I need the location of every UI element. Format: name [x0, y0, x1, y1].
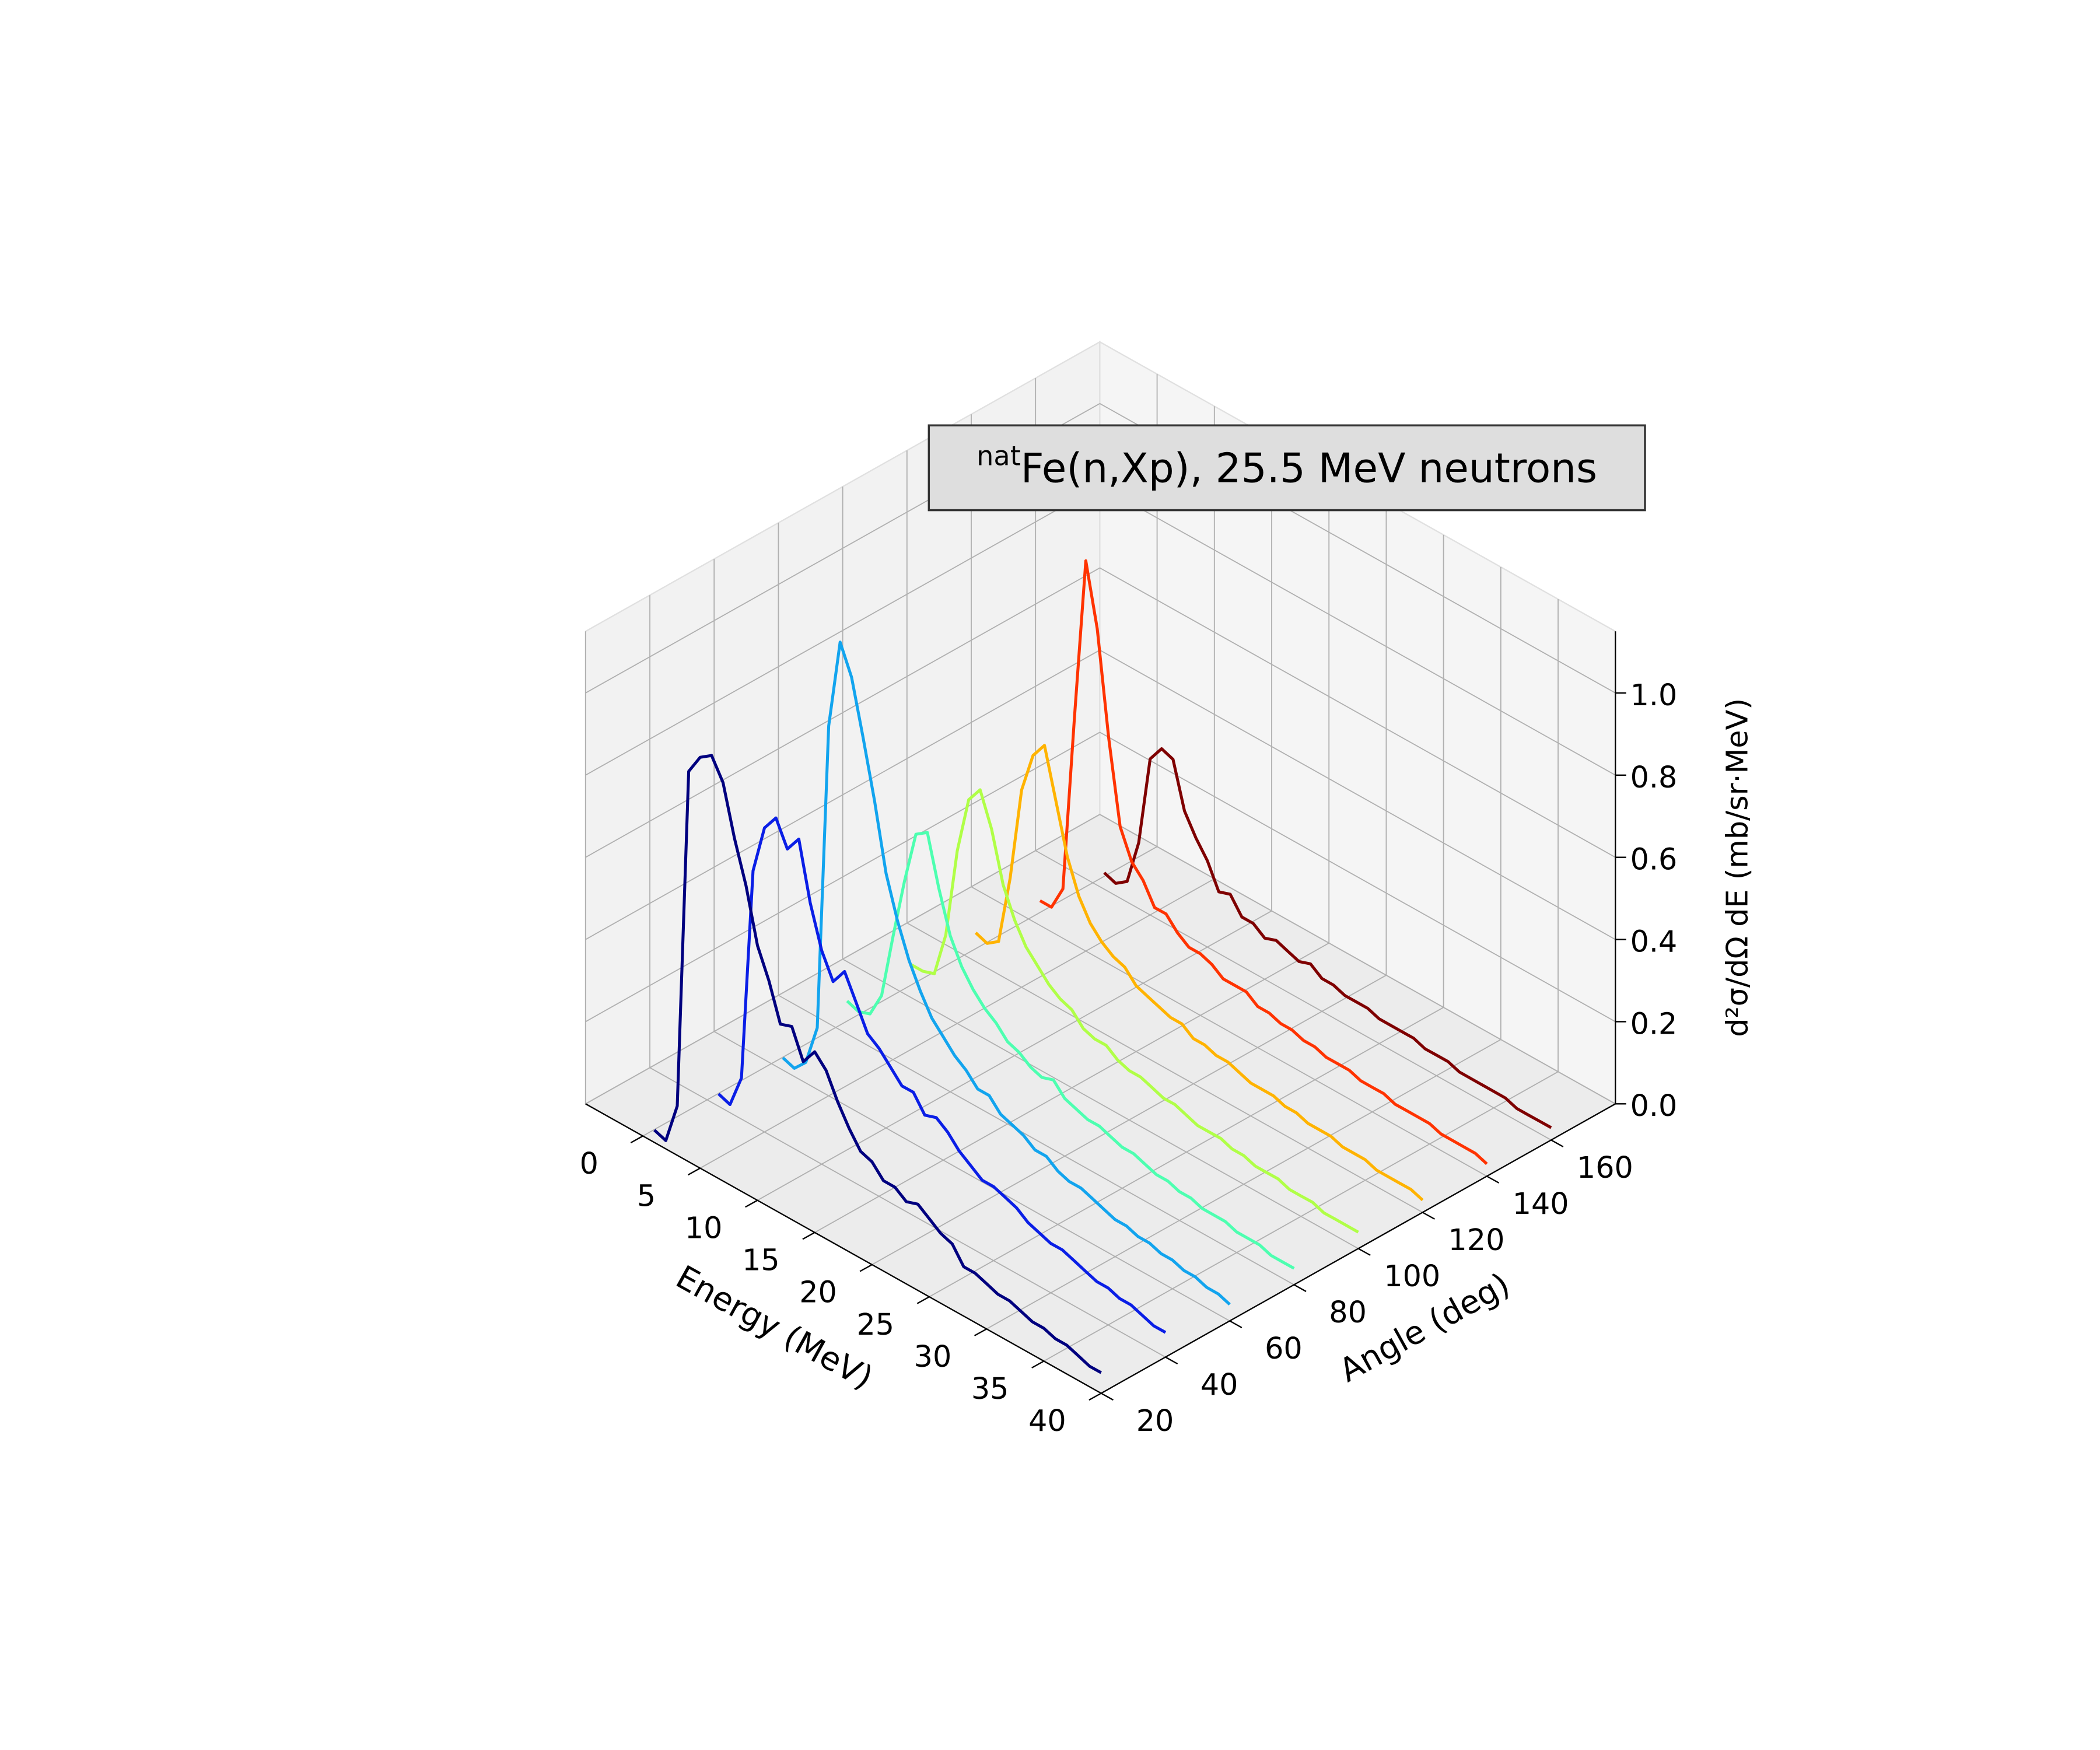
grid-line — [1099, 485, 1616, 776]
y-tick-label: 80 — [1329, 1295, 1367, 1329]
y-tick-label: 160 — [1577, 1150, 1633, 1185]
y-tick — [1101, 1392, 1114, 1401]
z-tick-label: 0.2 — [1630, 1006, 1678, 1041]
title-superscript: nat — [977, 440, 1021, 471]
x-tick — [1031, 1360, 1045, 1368]
grid-line — [1099, 732, 1616, 1023]
x-tick — [916, 1296, 930, 1304]
grid-line — [971, 886, 1488, 1177]
z-tick-label: 0.8 — [1630, 760, 1678, 794]
x-tick-label: 20 — [799, 1275, 837, 1310]
y-tick — [1486, 1175, 1500, 1184]
lines — [653, 559, 1552, 1374]
grid-line — [585, 485, 1100, 776]
x-tick-label: 10 — [685, 1210, 723, 1245]
x-tick-label: 5 — [637, 1178, 656, 1213]
data-line — [1039, 559, 1488, 1166]
x-tick — [859, 1264, 873, 1272]
grid-line — [585, 567, 1100, 858]
z-axis-label: d²σ/dΩ dE (mb/sr·MeV) — [1720, 698, 1755, 1037]
grid-line — [1099, 814, 1616, 1105]
grid-line — [585, 732, 1100, 1023]
grid-line — [778, 995, 1294, 1286]
chart-title: natFe(n,Xp), 25.5 MeV neutrons — [977, 440, 1597, 492]
grid-line — [649, 1067, 1166, 1358]
data-line — [974, 744, 1424, 1202]
data-line — [846, 831, 1295, 1270]
title-box — [928, 424, 1646, 512]
data-line — [718, 816, 1167, 1334]
x-tick-label: 30 — [914, 1339, 952, 1374]
y-tick-label: 120 — [1448, 1223, 1505, 1257]
x-tick — [1088, 1392, 1102, 1401]
y-tick-label: 60 — [1265, 1331, 1303, 1366]
x-tick-label: 15 — [742, 1243, 780, 1278]
axis-line — [585, 1103, 1102, 1394]
axis-line — [1101, 1103, 1616, 1394]
grid-line — [1099, 649, 1616, 940]
x-tick — [745, 1199, 758, 1208]
grid-line — [713, 1031, 1230, 1322]
data-line — [1103, 747, 1552, 1129]
y-tick-label: 140 — [1513, 1186, 1569, 1221]
x-tick-label: 35 — [971, 1371, 1009, 1406]
x-tick-label: 25 — [856, 1307, 894, 1342]
z-tick-label: 0.6 — [1630, 842, 1678, 877]
y-tick — [1229, 1320, 1242, 1328]
x-tick — [802, 1231, 816, 1240]
x-tick — [630, 1135, 643, 1143]
z-tick-label: 1.0 — [1630, 678, 1678, 712]
y-tick-label: 100 — [1384, 1259, 1440, 1293]
y-tick — [1165, 1356, 1178, 1364]
y-tick — [1550, 1139, 1564, 1147]
x-axis-label: Energy (MeV) — [670, 1259, 878, 1398]
z-tick-label: 0.0 — [1630, 1088, 1678, 1123]
y-tick-label: 40 — [1200, 1367, 1238, 1402]
x-tick-label: 40 — [1028, 1404, 1066, 1438]
grid-line — [907, 922, 1423, 1213]
y-tick — [1293, 1284, 1307, 1292]
data-line — [911, 788, 1359, 1234]
grid-line — [585, 649, 1100, 940]
x-tick — [974, 1328, 987, 1336]
x-tick-label: 0 — [580, 1146, 598, 1181]
y-tick — [1357, 1248, 1371, 1256]
title-text: Fe(n,Xp), 25.5 MeV neutrons — [1021, 446, 1597, 492]
data-line — [653, 754, 1102, 1374]
x-tick — [687, 1167, 701, 1176]
y-tick-label: 20 — [1136, 1404, 1174, 1438]
y-tick — [1422, 1212, 1435, 1220]
data-line — [782, 640, 1231, 1306]
z-tick-label: 0.4 — [1630, 924, 1678, 958]
grid-line — [1035, 850, 1552, 1141]
grid-line — [585, 814, 1100, 1105]
grid-line — [1099, 567, 1616, 858]
